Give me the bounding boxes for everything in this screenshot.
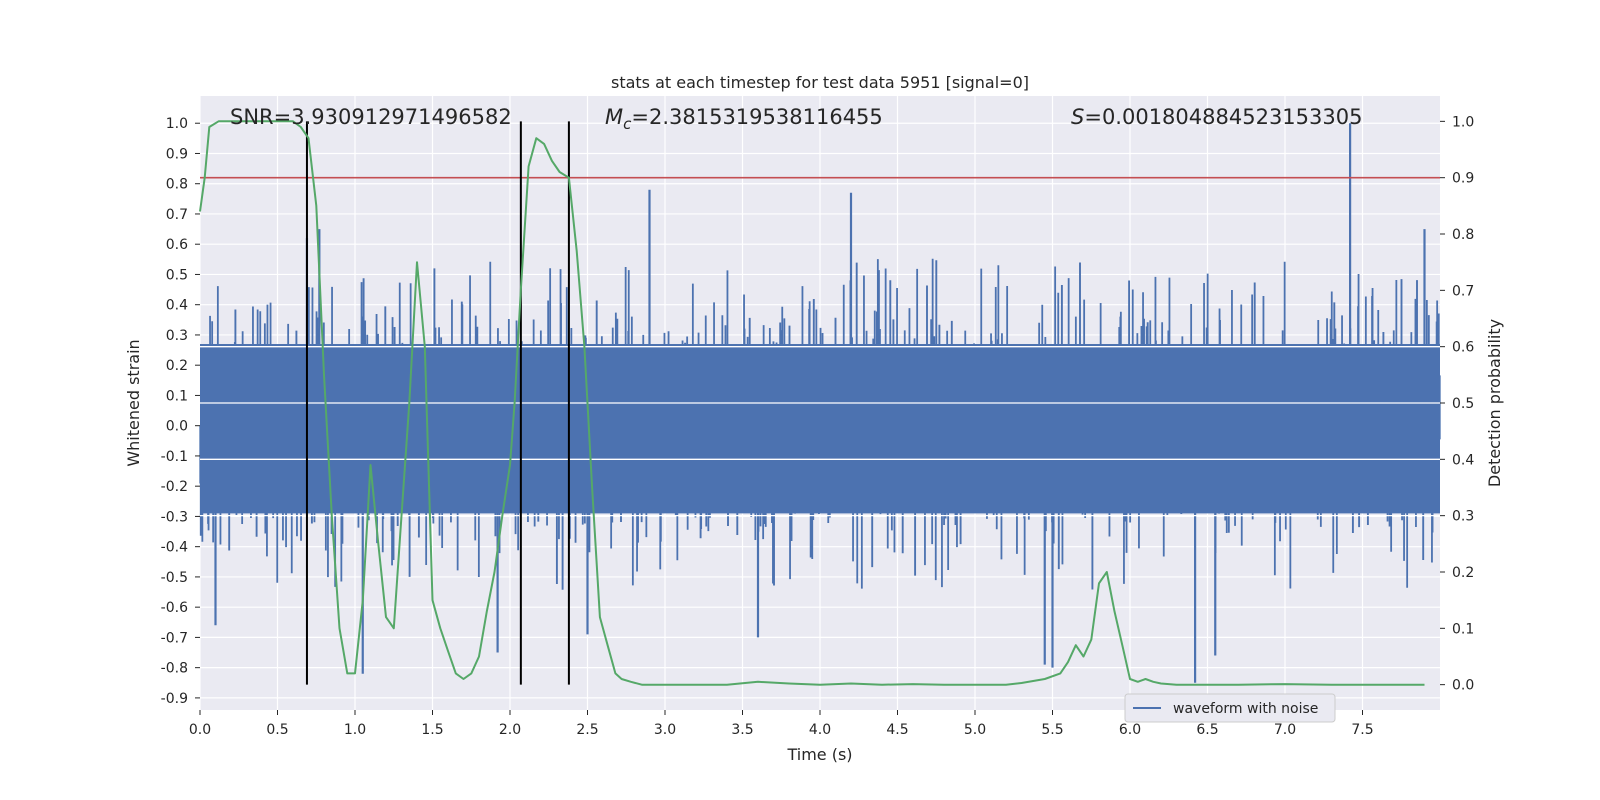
overlay-grid <box>200 346 1440 517</box>
y-tick-label: -0.7 <box>161 630 188 646</box>
s-value: =0.001804884523153305 <box>1084 105 1362 129</box>
y2-tick-label: 0.3 <box>1452 509 1474 525</box>
chirp-mass-subscript: c <box>623 115 632 133</box>
x-tick-label: 4.0 <box>809 722 831 738</box>
y-tick-label: 0.7 <box>166 207 188 223</box>
waveform-core-band <box>200 344 1440 514</box>
s-annotation: S=0.001804884523153305 <box>1071 105 1362 129</box>
x-tick-label: 3.0 <box>654 722 676 738</box>
y-tick-label: -0.9 <box>161 691 188 707</box>
chirp-mass-annotation: Mc=2.3815319538116455 <box>605 105 883 133</box>
y-tick-label: 0.1 <box>166 388 188 404</box>
y-tick-label: 0.3 <box>166 328 188 344</box>
y-tick-label: 0.5 <box>166 267 188 283</box>
x-tick-label: 6.0 <box>1119 722 1141 738</box>
legend: waveform with noise <box>1124 693 1336 723</box>
y-axis-label: Whitened strain <box>124 339 143 466</box>
marker-lines <box>305 121 570 685</box>
x-tick-label: 0.5 <box>266 722 288 738</box>
y-tick-label: 0.6 <box>166 237 188 253</box>
detection-probability-series <box>199 120 1425 686</box>
y2-tick-label: 0.2 <box>1452 565 1474 581</box>
chirp-mass-symbol: M <box>605 105 623 129</box>
x-tick-label: 2.5 <box>576 722 598 738</box>
x-tick-label: 1.5 <box>421 722 443 738</box>
y-axis-right-ticks: 1.0 0.9 0.8 0.7 0.6 0.5 0.4 0.3 0.2 0.1 0.0 <box>1440 114 1474 694</box>
x-tick-label: 7.0 <box>1274 722 1296 738</box>
y-tick-label: 0.9 <box>166 146 188 162</box>
y2-tick-label: 0.6 <box>1452 340 1474 356</box>
x-axis-ticks: 0.0 0.5 1.0 1.5 2.0 2.5 3.0 3.5 4.0 4.5 5.0 5.5 6.0 6… <box>189 710 1374 738</box>
snr-annotation: SNR=3.930912971496582 <box>230 105 512 129</box>
y-tick-label: -0.3 <box>161 509 188 525</box>
chart-title: stats at each timestep for test data 595… <box>611 73 1029 92</box>
y2-tick-label: 0.0 <box>1452 678 1474 694</box>
y-tick-label: -0.4 <box>161 540 188 556</box>
x-tick-label: 4.5 <box>886 722 908 738</box>
detection-probability-line <box>199 120 1425 686</box>
y-axis-left-ticks: 1.0 0.9 0.8 0.7 0.6 0.5 0.4 0.3 0.2 0.1 0.0 -0.1 -0.… <box>161 116 200 707</box>
s-symbol: S <box>1071 105 1084 129</box>
y2-tick-label: 0.1 <box>1452 621 1474 637</box>
x-tick-label: 0.0 <box>189 722 211 738</box>
y-tick-label: 1.0 <box>166 116 188 132</box>
y-tick-label: -0.8 <box>161 661 188 677</box>
y2-axis-label: Detection probability <box>1485 319 1504 487</box>
y-tick-label: 0.2 <box>166 358 188 374</box>
x-axis-label: Time (s) <box>786 745 852 764</box>
x-tick-label: 1.0 <box>344 722 366 738</box>
y-tick-label: 0.8 <box>166 177 188 193</box>
x-tick-label: 7.5 <box>1351 722 1373 738</box>
y-tick-label: -0.2 <box>161 479 188 495</box>
y-tick-label: -0.5 <box>161 570 188 586</box>
y-tick-label: -0.1 <box>161 449 188 465</box>
y2-tick-label: 0.8 <box>1452 227 1474 243</box>
chirp-mass-value: =2.3815319538116455 <box>631 105 882 129</box>
x-tick-label: 2.0 <box>499 722 521 738</box>
y2-tick-label: 0.5 <box>1452 396 1474 412</box>
x-tick-label: 3.5 <box>731 722 753 738</box>
legend-label: waveform with noise <box>1173 701 1318 717</box>
legend-box <box>1124 693 1336 723</box>
x-tick-label: 6.5 <box>1196 722 1218 738</box>
y-tick-label: 0.0 <box>166 419 188 435</box>
y2-tick-label: 0.7 <box>1452 283 1474 299</box>
y-tick-label: 0.4 <box>166 298 188 314</box>
y2-tick-label: 0.4 <box>1452 452 1474 468</box>
y2-tick-label: 1.0 <box>1452 114 1474 130</box>
y-tick-label: -0.6 <box>161 600 188 616</box>
x-tick-label: 5.0 <box>964 722 986 738</box>
x-tick-label: 5.5 <box>1041 722 1063 738</box>
y2-tick-label: 0.9 <box>1452 171 1474 187</box>
